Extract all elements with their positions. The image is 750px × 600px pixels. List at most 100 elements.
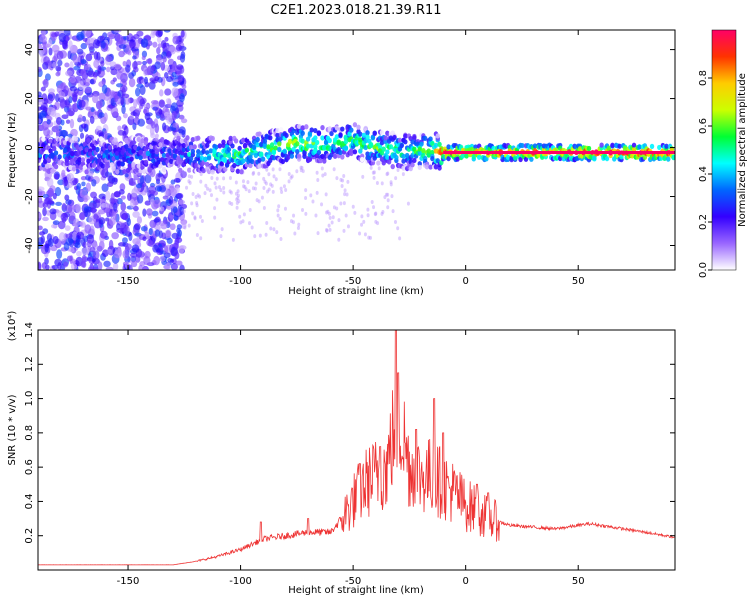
heatmap-cell (173, 177, 181, 183)
heatmap-cell (97, 261, 103, 270)
heatmap-cell (60, 119, 65, 126)
heatmap-cell (313, 127, 318, 134)
heatmap-cell (116, 70, 123, 80)
heatmap-cell (65, 199, 72, 205)
heatmap-cell (76, 231, 85, 240)
heatmap-cell (63, 261, 69, 268)
heatmap-cell (47, 187, 54, 198)
heatmap-cell (236, 196, 240, 201)
heatmap-cell (266, 144, 271, 150)
heatmap-cell (439, 160, 444, 166)
y-tick-label: 0.6 (24, 459, 35, 475)
heatmap-cell (124, 96, 131, 105)
heatmap-cell (417, 164, 422, 170)
heatmap-cell (255, 198, 259, 203)
heatmap-cell (64, 160, 70, 167)
heatmap-cell (74, 177, 79, 184)
heatmap-cell (276, 208, 280, 213)
spectrogram-y-ticks: 40 20 0 -20 -40 (24, 43, 675, 254)
heatmap-cell (73, 218, 80, 228)
heatmap-cell (404, 152, 410, 159)
heatmap-cell (512, 155, 518, 161)
heatmap-cell (191, 191, 195, 196)
heatmap-cell (403, 139, 408, 145)
heatmap-cell (177, 245, 185, 254)
heatmap-cell (176, 192, 184, 200)
heatmap-cell (137, 118, 146, 127)
heatmap-cell (165, 262, 171, 270)
heatmap-cell (460, 153, 466, 159)
heatmap-cell (113, 250, 122, 259)
heatmap-cell (169, 135, 174, 142)
heatmap-cell (433, 142, 439, 148)
heatmap-cell (196, 135, 201, 141)
heatmap-cell (166, 237, 173, 244)
heatmap-cell (279, 236, 283, 241)
heatmap-cell (98, 112, 105, 118)
heatmap-cell (156, 36, 162, 44)
heatmap-cell (334, 125, 340, 131)
heatmap-cell (201, 168, 206, 174)
heatmap-cell (84, 87, 92, 94)
heatmap-cell (315, 190, 319, 195)
heatmap-cell (248, 207, 252, 212)
heatmap-cell (671, 154, 675, 161)
heatmap-cell (185, 135, 190, 141)
heatmap-cell (112, 262, 119, 270)
heatmap-cell (455, 156, 460, 162)
heatmap-cell (417, 161, 422, 167)
heatmap-cell (214, 144, 219, 150)
heatmap-cell (277, 146, 282, 153)
heatmap-cell (398, 236, 402, 241)
heatmap-cell (95, 146, 100, 153)
heatmap-cell (91, 179, 97, 187)
heatmap-cell (181, 221, 187, 230)
heatmap-cell (322, 158, 327, 164)
heatmap-cell (69, 211, 76, 222)
heatmap-cell (164, 36, 169, 42)
heatmap-cell (368, 235, 372, 240)
heatmap-cell (220, 227, 224, 232)
heatmap-cell (65, 204, 73, 214)
heatmap-cell (176, 80, 185, 86)
heatmap-cell (171, 63, 178, 73)
heatmap-cell (194, 195, 198, 200)
heatmap-cell (223, 157, 228, 164)
heatmap-cell (38, 96, 44, 106)
heatmap-cell (406, 201, 410, 206)
heatmap-cell (69, 77, 76, 83)
heatmap-cell (98, 240, 105, 251)
heatmap-cell (251, 144, 257, 150)
heatmap-cell (339, 177, 343, 182)
heatmap-cell (300, 125, 305, 131)
heatmap-cell (363, 125, 368, 131)
x-tick-label: -50 (345, 576, 361, 587)
heatmap-cell (344, 213, 348, 218)
y-tick-label: 1.2 (24, 356, 35, 372)
heatmap-cell (599, 142, 604, 148)
heatmap-cell (259, 151, 264, 157)
heatmap-cell (100, 202, 108, 208)
heatmap-cell (283, 206, 287, 211)
heatmap-cell (151, 30, 156, 36)
heatmap-cell (367, 235, 371, 240)
y-tick-label: 1.0 (24, 391, 35, 407)
heatmap-cell (282, 148, 287, 154)
heatmap-cell (38, 261, 42, 270)
heatmap-cell (205, 142, 210, 148)
heatmap-cell (215, 197, 219, 202)
heatmap-cell (80, 42, 88, 50)
heatmap-cell (50, 152, 55, 158)
heatmap-cell (162, 55, 167, 63)
heatmap-cell (53, 150, 59, 156)
heatmap-cell (138, 155, 143, 161)
heatmap-cell (255, 142, 260, 148)
heatmap-cell (178, 158, 183, 164)
heatmap-cell (85, 106, 92, 111)
heatmap-cell (389, 182, 393, 187)
heatmap-cell (313, 135, 318, 141)
heatmap-cell (320, 166, 324, 171)
heatmap-cell (276, 213, 280, 218)
heatmap-cell (146, 66, 151, 76)
heatmap-cell (178, 167, 183, 173)
